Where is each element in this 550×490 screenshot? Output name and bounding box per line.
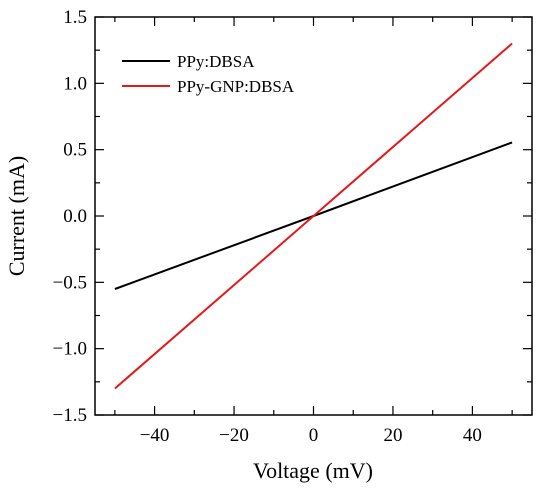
y-tick-label: 0.0 bbox=[63, 206, 87, 227]
y-tick-label: −1.0 bbox=[53, 339, 87, 360]
series-layer bbox=[114, 42, 513, 390]
x-tick-label: 20 bbox=[383, 425, 402, 446]
y-tick-label: 1.0 bbox=[63, 73, 87, 94]
x-tick-label: −20 bbox=[219, 425, 249, 446]
legend-label-ppy-gnp-dbsa: PPy-GNP:DBSA bbox=[177, 77, 295, 96]
ticks-layer: −40 −20 0 20 40 −1.5 −1.0 −0.5 0.0 0.5 1.0 1.5 bbox=[53, 7, 532, 446]
series-line-ppy-gnp-dbsa bbox=[114, 42, 513, 390]
x-tick-label: 0 bbox=[309, 425, 319, 446]
x-tick-label: 40 bbox=[463, 425, 482, 446]
y-tick-label: −1.5 bbox=[53, 405, 87, 426]
y-tick-label: 0.5 bbox=[63, 140, 87, 161]
legend-label-ppy-dbsa: PPy:DBSA bbox=[177, 52, 255, 71]
y-tick-label: 1.5 bbox=[63, 7, 87, 28]
legend: PPy:DBSA PPy-GNP:DBSA bbox=[122, 52, 295, 96]
y-axis-title: Current (mA) bbox=[4, 156, 29, 276]
x-tick-label: −40 bbox=[140, 425, 170, 446]
y-tick-label: −0.5 bbox=[53, 272, 87, 293]
x-axis-title: Voltage (mV) bbox=[253, 458, 373, 483]
